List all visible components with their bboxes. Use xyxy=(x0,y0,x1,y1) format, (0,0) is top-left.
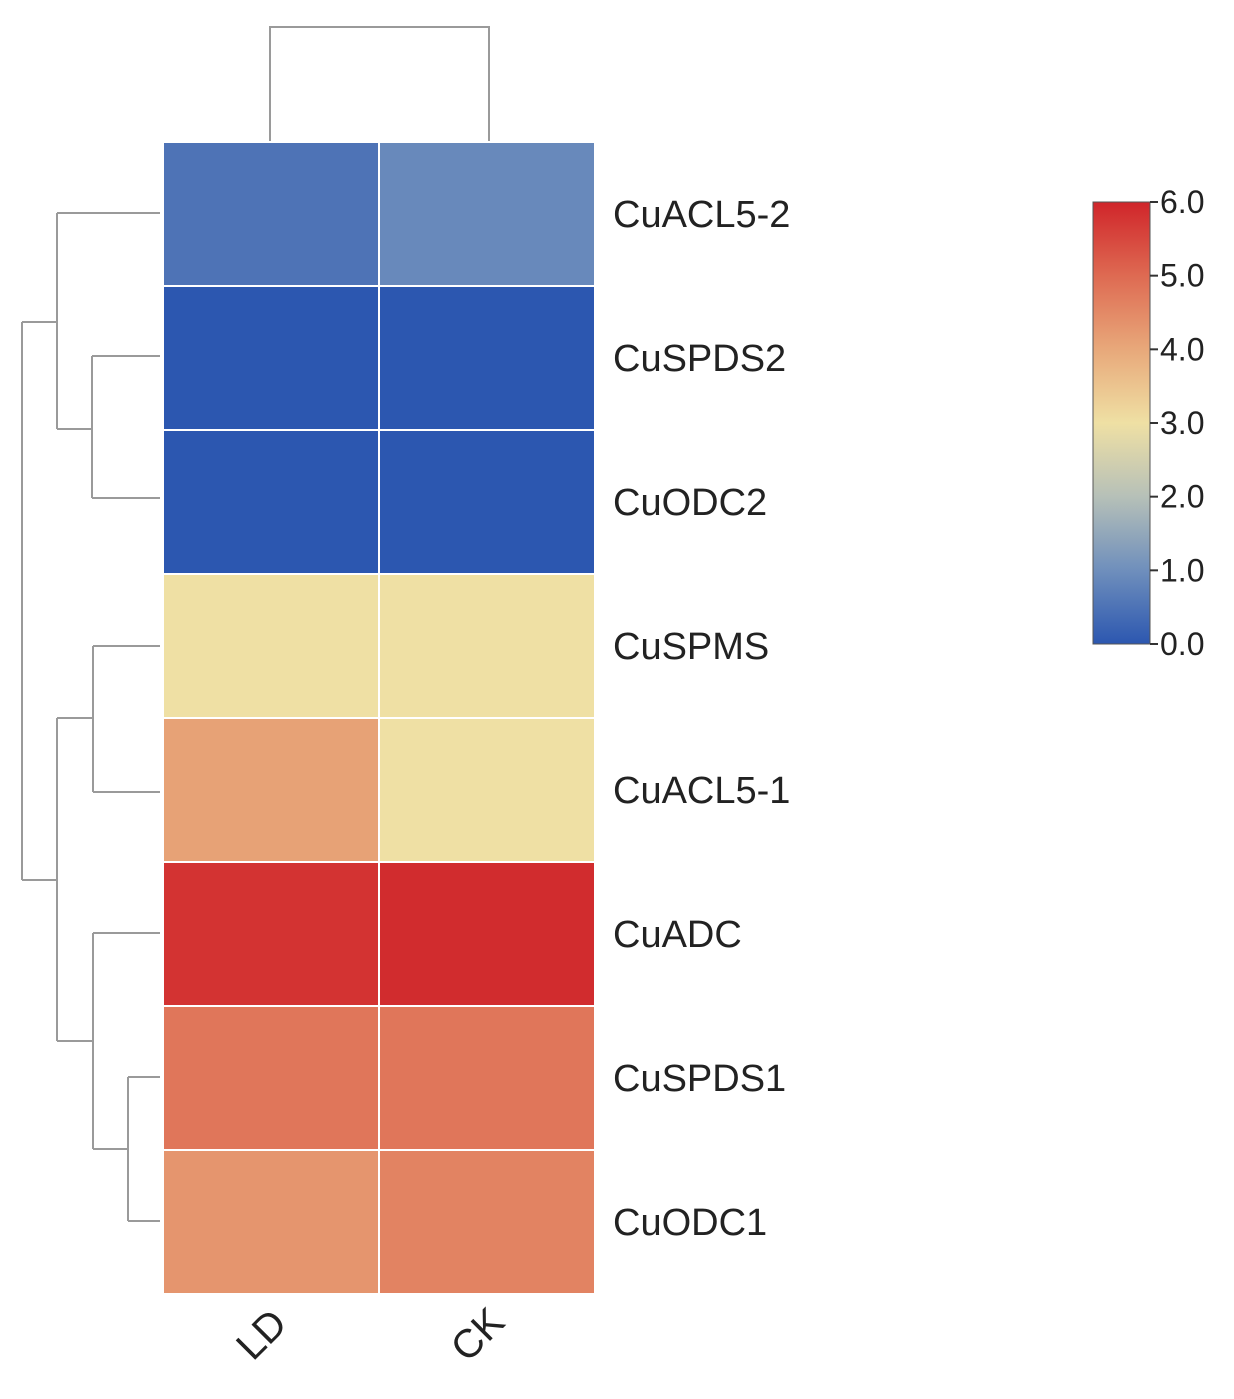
heatmap-cell-cuspds2-ld xyxy=(162,285,380,431)
colorbar-tick-label: 5.0 xyxy=(1160,258,1204,294)
row-label: CuSPDS1 xyxy=(613,1058,786,1100)
heatmap-cell-cuodc2-ld xyxy=(162,429,380,575)
colorbar-tick-label: 3.0 xyxy=(1160,405,1204,441)
column-labels: LD CK xyxy=(228,1299,513,1370)
heatmap-cell-cuspds2-ck xyxy=(378,285,596,431)
row-label: CuODC1 xyxy=(613,1202,767,1244)
row-label: CuACL5-1 xyxy=(613,770,790,812)
heatmap-cell-cuspds1-ck xyxy=(378,1005,596,1151)
heatmap-cell-cuspms-ck xyxy=(378,573,596,719)
row-label: CuADC xyxy=(613,914,742,956)
column-label: CK xyxy=(443,1299,514,1370)
column-label: LD xyxy=(228,1301,295,1368)
heatmap-cell-cuacl5-2-ld xyxy=(162,141,380,287)
heatmap-cell-cuadc-ck xyxy=(378,861,596,1007)
heatmap-cell-cuacl5-2-ck xyxy=(378,141,596,287)
heatmap-cells xyxy=(162,141,596,1295)
row-label: CuSPDS2 xyxy=(613,338,786,380)
heatmap-cell-cuspms-ld xyxy=(162,573,380,719)
colorbar-tick-label: 0.0 xyxy=(1160,626,1204,662)
heatmap-cell-cuadc-ld xyxy=(162,861,380,1007)
colorbar: 0.0 1.0 2.0 3.0 4.0 5.0 6.0 xyxy=(1092,184,1204,662)
colorbar-gradient xyxy=(1092,201,1151,645)
colorbar-tick-label: 1.0 xyxy=(1160,552,1204,588)
heatmap-cell-cuodc1-ck xyxy=(378,1149,596,1295)
colorbar-tick-label: 4.0 xyxy=(1160,331,1204,367)
colorbar-tick-label: 2.0 xyxy=(1160,479,1204,515)
heatmap-cell-cuacl5-1-ld xyxy=(162,717,380,863)
row-label: CuODC2 xyxy=(613,482,767,524)
heatmap-cell-cuodc1-ld xyxy=(162,1149,380,1295)
heatmap-cell-cuacl5-1-ck xyxy=(378,717,596,863)
heatmap-cell-cuodc2-ck xyxy=(378,429,596,575)
column-dendrogram xyxy=(269,26,490,142)
heatmap-cell-cuspds1-ld xyxy=(162,1005,380,1151)
colorbar-ticks: 0.0 1.0 2.0 3.0 4.0 5.0 6.0 xyxy=(1150,184,1204,662)
row-dendrogram xyxy=(21,212,160,1222)
row-label: CuSPMS xyxy=(613,626,769,668)
row-labels: CuACL5-2 CuSPDS2 CuODC2 CuSPMS CuACL5-1 CuADC… xyxy=(613,194,790,1244)
colorbar-tick-label: 6.0 xyxy=(1160,184,1204,220)
row-label: CuACL5-2 xyxy=(613,194,790,236)
